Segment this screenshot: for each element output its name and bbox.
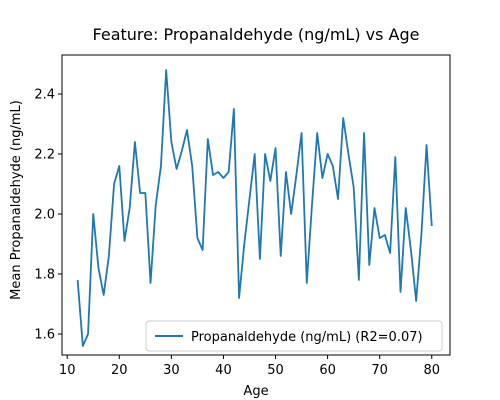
plot-area: [76, 69, 433, 347]
y-tick-label: 2.0: [34, 208, 55, 223]
x-tick-label: 20: [111, 363, 128, 378]
y-tick-label: 2.4: [34, 88, 55, 103]
plot-frame: [61, 54, 451, 356]
y-tick-label: 1.8: [34, 268, 55, 283]
x-tick-label: 40: [215, 363, 232, 378]
y-axis: 1.6 1.8 2.0 2.2 2.4: [34, 88, 62, 343]
chart-title: Feature: Propanaldehyde (ng/mL) vs Age: [93, 25, 420, 44]
x-tick-label: 70: [371, 363, 388, 378]
y-axis-label: Mean Propanaldehyde (ng/mL): [9, 100, 24, 300]
series-line: [76, 69, 433, 347]
x-tick-label: 10: [59, 363, 76, 378]
x-tick-label: 80: [423, 363, 440, 378]
legend-box: [145, 320, 443, 352]
x-tick-label: 50: [267, 363, 284, 378]
x-tick-label: 60: [319, 363, 336, 378]
legend-entry-label: Propanaldehyde (ng/mL) (R2=0.07): [191, 330, 423, 345]
y-tick-label: 2.2: [34, 148, 55, 163]
x-tick-label: 30: [163, 363, 180, 378]
legend: Propanaldehyde (ng/mL) (R2=0.07): [145, 320, 443, 352]
x-axis: 10 20 30 40 50 60 70 80: [59, 355, 440, 378]
x-axis-label: Age: [243, 384, 268, 399]
y-tick-label: 1.6: [34, 328, 55, 343]
